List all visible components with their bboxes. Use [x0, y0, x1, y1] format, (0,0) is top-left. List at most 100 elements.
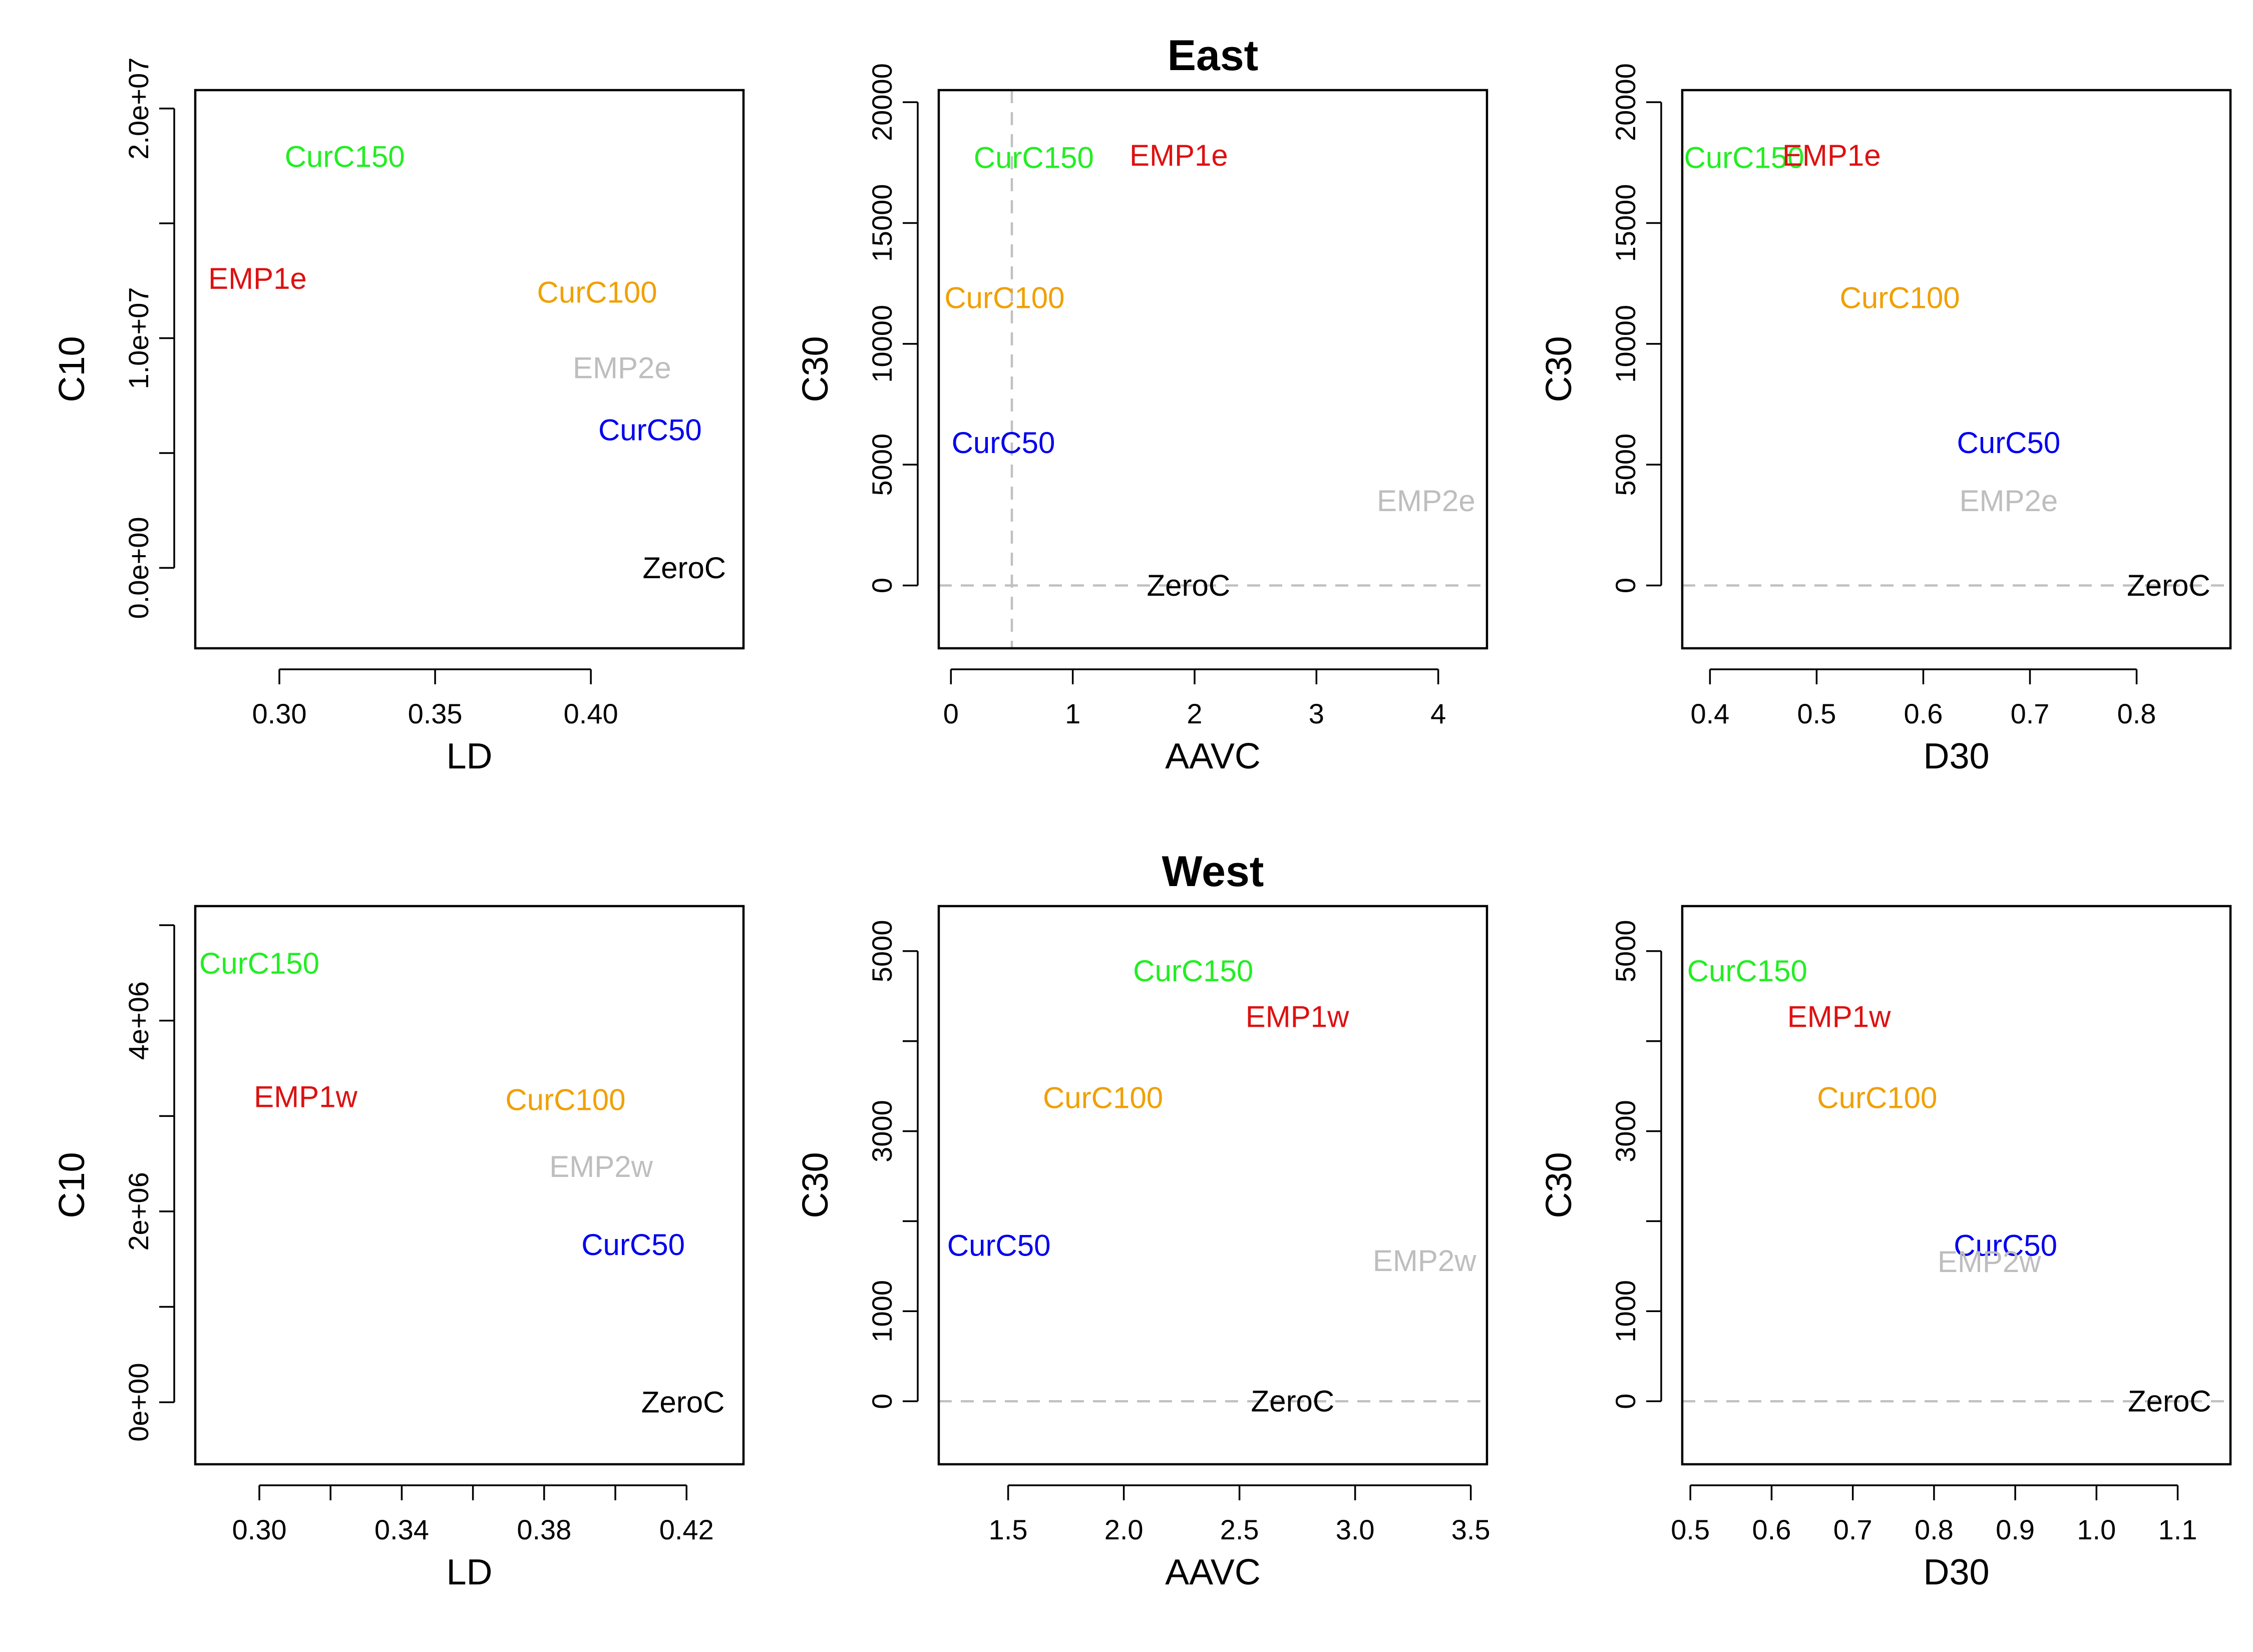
- x-tick-label: 0.4: [1690, 698, 1729, 729]
- point-label-emp1w: EMP1w: [1787, 1000, 1891, 1034]
- y-tick-label: 5000: [866, 434, 898, 496]
- x-tick-label: 3.0: [1336, 1514, 1375, 1545]
- y-tick-label: 1000: [866, 1280, 898, 1343]
- y-tick-label: 1.0e+07: [123, 287, 154, 389]
- y-tick-label: 10000: [1610, 305, 1641, 383]
- x-tick-label: 0.30: [252, 698, 306, 729]
- y-tick-label: 5000: [1610, 434, 1641, 496]
- point-label-curc150: CurC150: [199, 947, 319, 980]
- y-tick-label: 0: [1610, 1394, 1641, 1409]
- x-tick-label: 0.9: [1996, 1514, 2035, 1545]
- plot-frame: [194, 89, 745, 650]
- point-label-curc50: CurC50: [947, 1228, 1051, 1262]
- x-tick-label: 0.8: [2117, 698, 2156, 729]
- point-label-curc150: CurC150: [1133, 954, 1253, 988]
- point-label-curc100: CurC100: [1817, 1081, 1937, 1115]
- row-title: East: [1168, 32, 1259, 80]
- x-axis-title: AAVC: [1165, 736, 1261, 776]
- scatter-panel-2: 0 1 2 3 4 AAVC 0 5000 10000 15000 20000 C30 East CurC…: [796, 32, 1488, 776]
- point-label-zeroc: ZeroC: [641, 1386, 725, 1419]
- point-label-emp2e: EMP2e: [1960, 484, 2058, 518]
- y-tick-label: 3000: [866, 1100, 898, 1162]
- point-label-emp2e: EMP2e: [573, 351, 671, 385]
- point-label-curc100: CurC100: [505, 1083, 625, 1116]
- y-tick-label: 5000: [866, 920, 898, 983]
- row-title: West: [1162, 848, 1264, 896]
- y-tick-label: 0.0e+00: [123, 517, 154, 619]
- scatter-panel-1: 0.30 0.35 0.40 LD 0.0e+00 1.0e+07 2.0e+07 C10 Cu…: [52, 58, 745, 776]
- point-label-emp1e: EMP1e: [1130, 139, 1228, 172]
- point-label-curc100: CurC100: [944, 281, 1064, 315]
- y-tick-label: 2.0e+07: [123, 58, 154, 160]
- plot-frame: [194, 905, 745, 1466]
- x-tick-label: 2.0: [1104, 1514, 1144, 1545]
- y-tick-label: 10000: [866, 305, 898, 383]
- point-label-curc150: CurC150: [285, 140, 405, 174]
- x-axis-title: LD: [446, 736, 492, 776]
- point-label-curc100: CurC100: [1840, 281, 1960, 315]
- y-tick-label: 4e+06: [123, 981, 154, 1060]
- point-label-curc150: CurC150: [1684, 141, 1804, 175]
- y-axis-title: C30: [1539, 1152, 1579, 1218]
- plot-frame: [937, 89, 1488, 650]
- x-tick-label: 1.5: [989, 1514, 1028, 1545]
- plot-frame: [937, 905, 1488, 1466]
- point-label-zeroc: ZeroC: [1147, 569, 1230, 602]
- x-tick-label: 0.38: [517, 1514, 571, 1545]
- point-label-curc50: CurC50: [952, 426, 1055, 460]
- x-tick-label: 0.30: [232, 1514, 286, 1545]
- point-label-emp2w: EMP2w: [549, 1150, 653, 1183]
- y-tick-label: 0: [1610, 578, 1641, 593]
- x-tick-label: 0.7: [2011, 698, 2050, 729]
- point-label-curc150: CurC150: [1687, 954, 1807, 988]
- x-tick-label: 0.5: [1797, 698, 1836, 729]
- point-label-zeroc: ZeroC: [2127, 569, 2210, 602]
- x-tick-label: 1.1: [2158, 1514, 2197, 1545]
- y-axis-title: C10: [52, 1152, 92, 1218]
- point-label-emp2w: EMP2w: [1373, 1244, 1476, 1278]
- point-label-curc50: CurC50: [581, 1228, 685, 1262]
- panels-group: 0.30 0.35 0.40LD0.0e+001.0e+072.0e+07C10Cu…: [52, 32, 2232, 1592]
- point-label-emp2w: EMP2w: [1938, 1245, 2041, 1279]
- x-tick-label: 0.34: [374, 1514, 429, 1545]
- point-label-zeroc: ZeroC: [1251, 1385, 1335, 1418]
- scatter-panel-4: 0.30 0.34 0.38 0.42 LD 0e+00 2e+06 4e+06 C10 CurC…: [52, 905, 745, 1592]
- x-tick-label: 0.6: [1904, 698, 1943, 729]
- y-axis-title: C10: [52, 336, 92, 402]
- y-tick-label: 15000: [1610, 184, 1641, 262]
- x-tick-label: 1.0: [2077, 1514, 2116, 1545]
- y-tick-label: 2e+06: [123, 1172, 154, 1251]
- scatter-panel-5: 1.5 2.0 2.5 3.0 3.5 AAVC 0 1000 3000 5000 C30 West C…: [796, 848, 1490, 1592]
- point-label-curc150: CurC150: [974, 141, 1094, 175]
- x-tick-label: 0.6: [1752, 1514, 1791, 1545]
- point-label-emp1w: EMP1w: [1246, 1000, 1349, 1034]
- x-tick-label: 4: [1430, 698, 1446, 729]
- point-label-curc100: CurC100: [1043, 1081, 1163, 1115]
- y-tick-label: 0: [866, 1394, 898, 1409]
- y-axis-title: C30: [796, 1152, 836, 1218]
- x-tick-label: 0.35: [408, 698, 463, 729]
- y-tick-label: 1000: [1610, 1280, 1641, 1343]
- point-label-curc50: CurC50: [1957, 426, 2061, 460]
- x-tick-label: 1: [1065, 698, 1080, 729]
- scatter-panel-3: 0.4 0.5 0.6 0.7 0.8 D30 0 5000 10000 15000 20000 C3…: [1539, 63, 2232, 776]
- point-label-emp1e: EMP1e: [208, 262, 307, 295]
- x-tick-label: 0.40: [564, 698, 618, 729]
- point-label-curc50: CurC50: [598, 414, 702, 447]
- x-tick-label: 0.7: [1833, 1514, 1872, 1545]
- y-axis-title: C30: [796, 336, 836, 402]
- point-label-emp1e: EMP1e: [1782, 139, 1881, 172]
- x-tick-label: 0.8: [1915, 1514, 1954, 1545]
- point-label-zeroc: ZeroC: [2128, 1385, 2211, 1418]
- plot-frame: [1681, 905, 2232, 1466]
- y-axis-title: C30: [1539, 336, 1579, 402]
- y-tick-label: 15000: [866, 184, 898, 262]
- point-label-curc50: CurC50: [1954, 1228, 2057, 1262]
- y-tick-label: 0: [866, 578, 898, 593]
- y-tick-label: 0e+00: [123, 1363, 154, 1441]
- point-label-zeroc: ZeroC: [642, 551, 726, 585]
- x-axis-title: LD: [446, 1552, 492, 1592]
- y-tick-label: 20000: [866, 63, 898, 141]
- scatter-panel-6: 0.5 0.6 0.7 0.8 0.9 1.0 1.1 D30 0 1000 3000 5000 C30…: [1539, 905, 2232, 1592]
